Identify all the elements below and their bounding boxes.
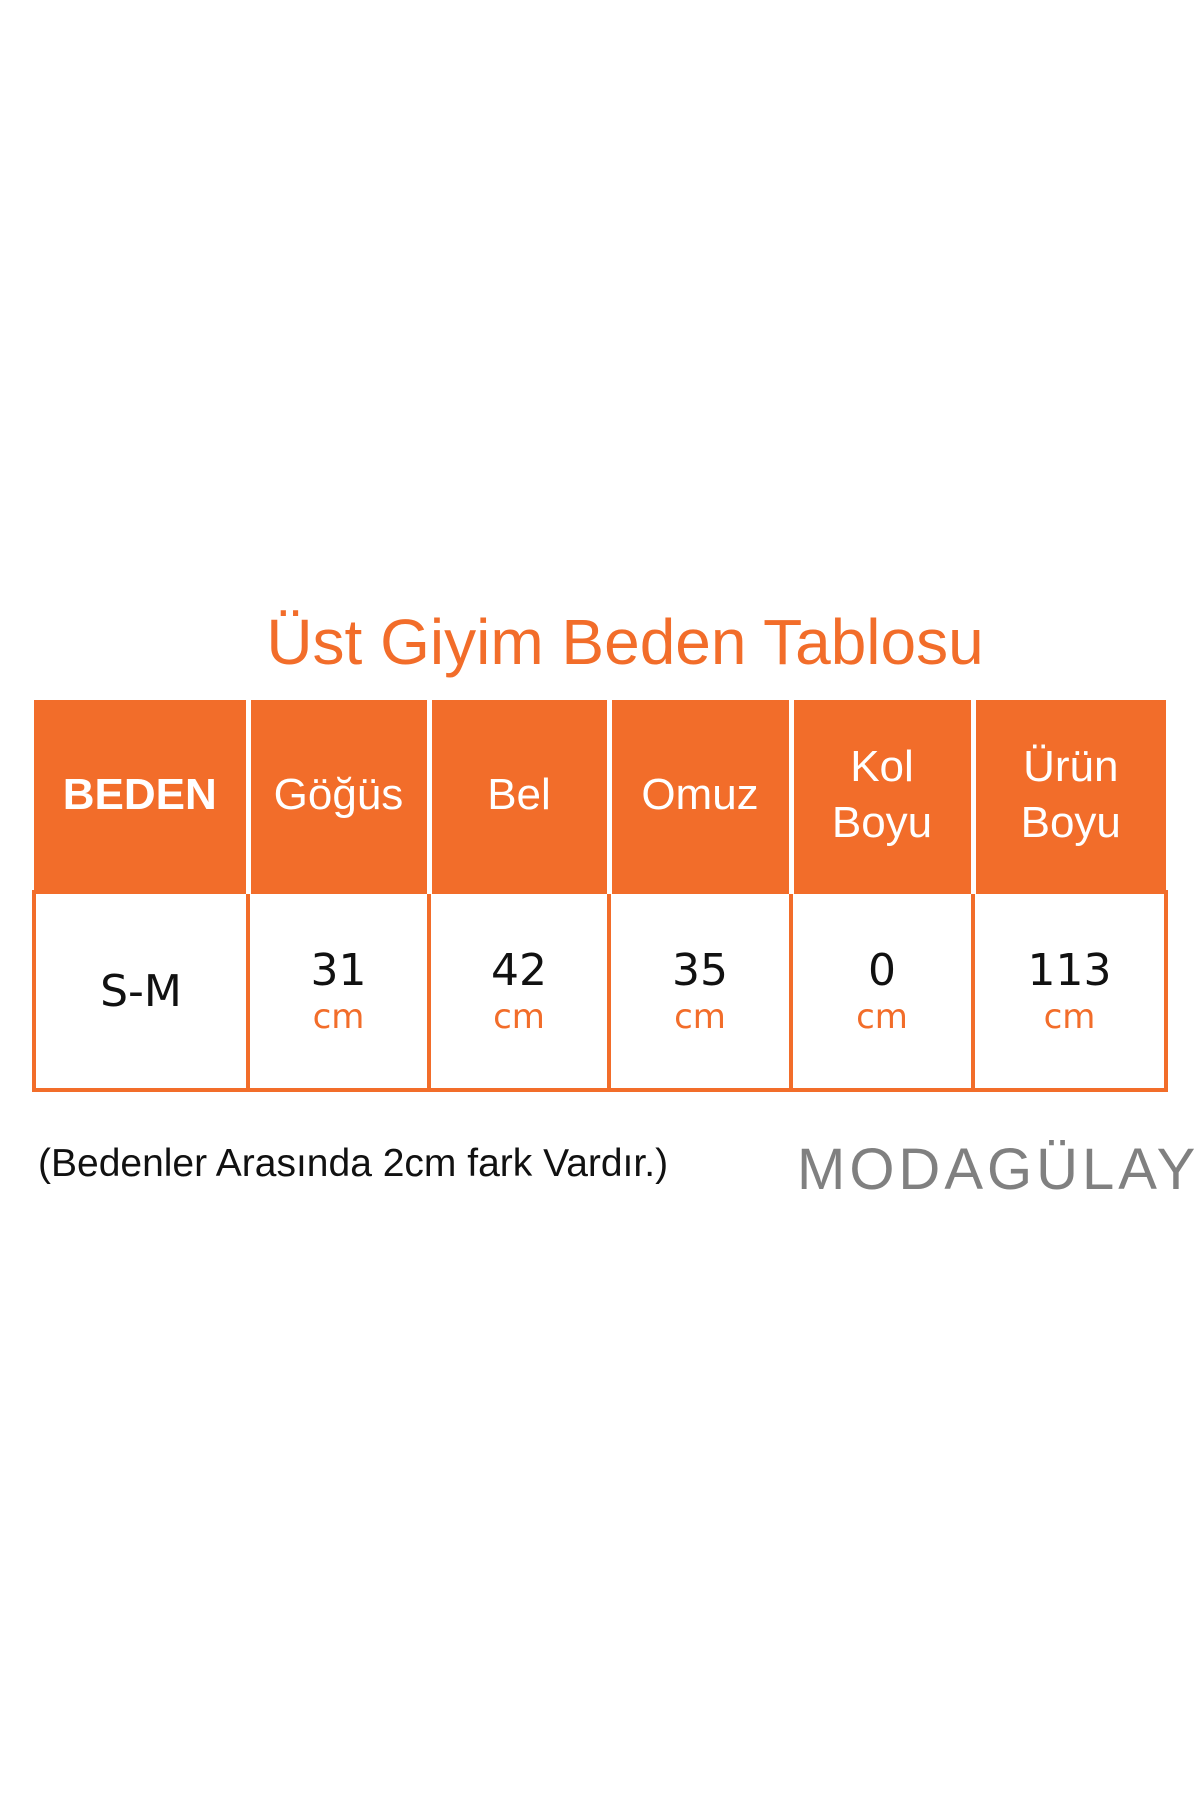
unit: cm [674,997,726,1037]
brand-logo: MODAGÜLAY [797,1137,1200,1202]
value: 31 [310,945,367,996]
header-urun-boyu: Ürün Boyu [970,700,1166,892]
unit: cm [856,997,908,1037]
value: 113 [1027,945,1112,996]
header-bel: Bel [426,700,609,892]
header-omuz: Omuz [606,700,791,892]
table-header-row: BEDEN Göğüs Bel Omuz Kol Boyu Ürün Boyu [34,700,1166,892]
cell-urun-boyu: 113 cm [971,890,1168,1092]
value: 0 [868,945,896,996]
unit: cm [1043,997,1096,1037]
size-table: BEDEN Göğüs Bel Omuz Kol Boyu Ürün Boyu … [32,700,1168,1092]
page-title: Üst Giyim Beden Tablosu [266,606,984,678]
header-kol-boyu: Kol Boyu [788,700,973,892]
cell-gogus: 31 cm [246,890,431,1092]
cell-kol-boyu: 0 cm [789,890,975,1092]
cell-omuz: 35 cm [607,890,793,1092]
value: 35 [672,945,728,996]
unit: cm [493,997,545,1037]
unit: cm [312,997,365,1037]
size-difference-note: (Bedenler Arasında 2cm fark Vardır.) [38,1142,669,1185]
header-gogus: Göğüs [245,700,429,892]
cell-size: S-M [32,890,250,1092]
size-value: S-M [100,965,182,1017]
value: 42 [491,945,547,996]
table-row: S-M 31 cm 42 cm 35 cm 0 cm 113 cm [32,890,1168,1092]
cell-bel: 42 cm [427,890,611,1092]
header-beden: BEDEN [34,700,248,892]
